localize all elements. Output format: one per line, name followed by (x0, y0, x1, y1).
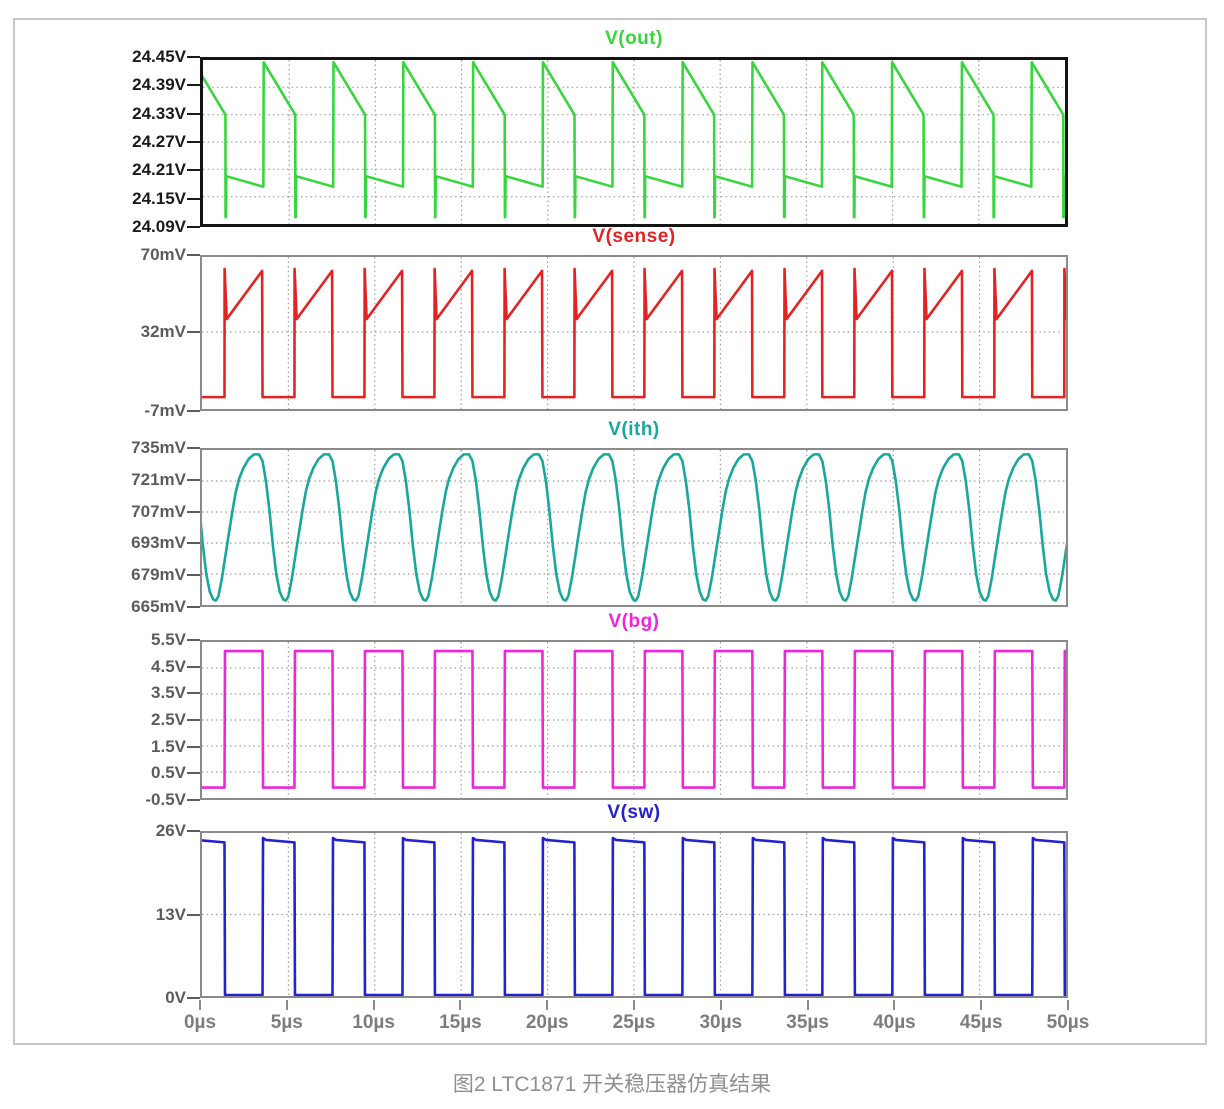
y-axis-label: 24.15V (132, 188, 186, 208)
y-tick-mark (187, 169, 200, 172)
waveform-canvas (203, 60, 1065, 224)
y-tick-mark (187, 330, 200, 333)
y-axis-label: -0.5V (145, 790, 186, 809)
panel-vith-plot (200, 448, 1068, 607)
y-tick-mark (187, 913, 200, 916)
panel-vbg-plot (200, 640, 1068, 800)
waveform-canvas (202, 257, 1066, 409)
y-axis-label: 32mV (140, 321, 186, 341)
x-tick-mark (893, 1000, 896, 1010)
waveform-canvas (202, 450, 1066, 605)
y-axis-label: 24.27V (132, 132, 186, 151)
y-axis-label: 24.45V (132, 47, 186, 66)
y-tick-mark (187, 84, 200, 87)
y-tick-mark (187, 665, 200, 668)
y-axis-label: 3.5V (151, 683, 186, 703)
panel-vsw-title: V(sw) (607, 802, 661, 823)
x-tick-mark (546, 1000, 549, 1010)
waveform-trace (203, 61, 1065, 219)
x-tick-mark (199, 1000, 201, 1010)
x-tick-mark (719, 1000, 722, 1010)
y-axis-label: 665mV (131, 597, 186, 616)
panel-vbg-title: V(bg) (608, 611, 660, 632)
y-tick-mark (187, 830, 200, 832)
x-tick-mark (633, 1000, 635, 1010)
y-axis-label: 707mV (131, 501, 186, 521)
y-axis-label: -7mV (144, 401, 186, 420)
x-axis-label: 5µs (270, 1012, 303, 1033)
y-tick-mark (187, 56, 200, 58)
x-tick-mark (372, 1000, 375, 1010)
y-tick-mark (187, 606, 200, 608)
y-axis-label: 2.5V (151, 710, 186, 729)
waveform-trace (202, 649, 1066, 789)
y-tick-mark (187, 692, 200, 695)
x-axis-label: 45µs (959, 1012, 1003, 1033)
waveform-canvas (202, 833, 1066, 996)
y-axis-label: 13V (155, 904, 186, 924)
y-tick-mark (187, 719, 200, 721)
x-tick-mark (1067, 1000, 1069, 1010)
y-tick-mark (187, 772, 200, 775)
y-tick-mark (187, 799, 200, 801)
y-axis-label: 26V (155, 821, 186, 840)
panel-vout-plot (200, 57, 1068, 227)
x-tick-mark (459, 1000, 462, 1010)
x-axis-label: 35µs (786, 1012, 829, 1033)
y-tick-mark (187, 639, 200, 641)
y-axis-label: 679mV (131, 565, 186, 585)
y-axis-label: 24.39V (132, 75, 186, 95)
y-tick-mark (187, 197, 200, 200)
x-tick-mark (980, 1000, 983, 1010)
y-tick-mark (187, 254, 200, 256)
waveform-trace (202, 836, 1066, 996)
y-tick-mark (187, 226, 200, 228)
x-axis-label: 10µs (352, 1012, 395, 1033)
y-tick-mark (187, 141, 200, 143)
x-axis-label: 50µs (1046, 1012, 1090, 1033)
y-axis-label: 735mV (131, 438, 186, 457)
y-tick-mark (187, 410, 200, 412)
waveform-canvas (202, 642, 1066, 798)
y-tick-mark (187, 745, 200, 748)
x-axis-label: 30µs (699, 1012, 743, 1033)
y-axis-label: 24.09V (132, 217, 186, 236)
x-tick-mark (806, 1000, 809, 1010)
y-axis-label: 5.5V (151, 630, 186, 649)
y-axis-label: 721mV (131, 469, 186, 489)
y-tick-mark (187, 510, 200, 513)
y-tick-mark (187, 447, 200, 449)
x-axis-label: 40µs (873, 1012, 916, 1033)
y-axis-label: 4.5V (151, 656, 186, 676)
waveform-trace (202, 453, 1066, 602)
figure-caption: 图2 LTC1871 开关稳压器仿真结果 (452, 1073, 772, 1096)
x-axis-label: 20µs (525, 1012, 569, 1033)
y-tick-mark (187, 574, 200, 577)
y-axis-label: 24.33V (132, 103, 186, 123)
panel-vsw-plot (200, 831, 1068, 998)
y-axis-label: 693mV (131, 533, 186, 553)
y-tick-mark (187, 542, 200, 545)
panel-vsense-plot (200, 255, 1068, 411)
x-axis-label: 0µs (183, 1012, 217, 1033)
y-axis-label: 70mV (140, 245, 186, 264)
panel-vout-title: V(out) (605, 28, 663, 49)
y-tick-mark (187, 478, 200, 481)
waveform-trace (202, 267, 1066, 399)
x-axis-label: 25µs (612, 1012, 656, 1033)
y-axis-label: 0V (165, 988, 186, 1007)
y-axis-label: 0.5V (151, 763, 186, 783)
x-tick-mark (285, 1000, 288, 1010)
y-axis-label: 1.5V (151, 736, 186, 756)
panel-vith-title: V(ith) (608, 419, 660, 440)
panel-vsense-title: V(sense) (592, 226, 676, 247)
y-tick-mark (187, 997, 200, 999)
y-tick-mark (187, 112, 200, 115)
y-axis-label: 24.21V (132, 160, 186, 180)
x-axis-label: 15µs (439, 1012, 482, 1033)
